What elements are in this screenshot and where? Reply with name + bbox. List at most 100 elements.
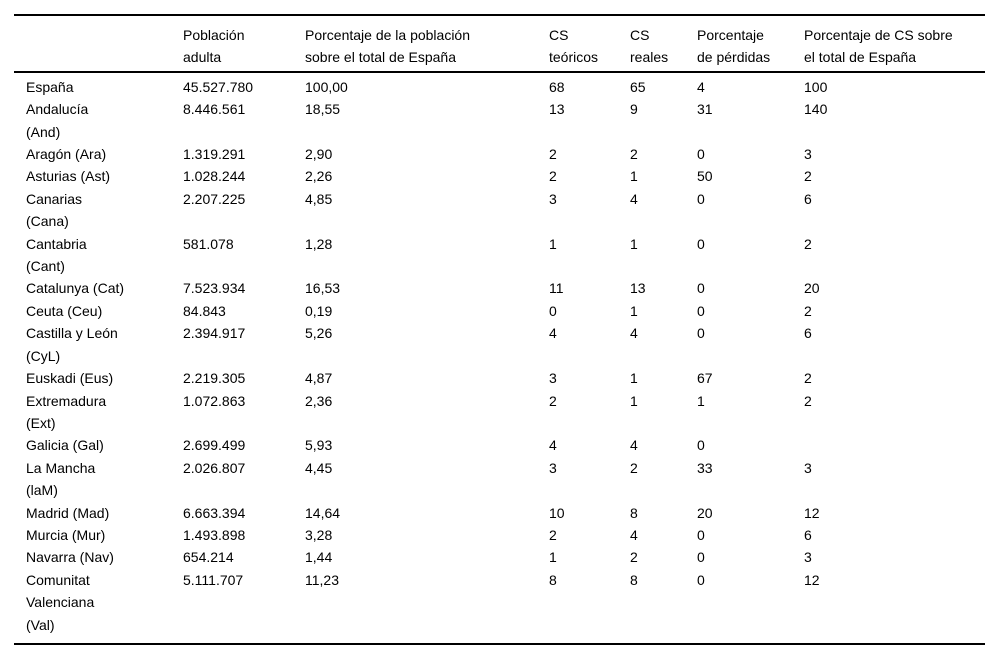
region-name-cell: Catalunya (Cat) — [26, 280, 125, 297]
region-name-cell: Asturias (Ast) — [26, 168, 111, 185]
value-cell-cs-teoricos: 68 — [549, 78, 565, 95]
value-cell-pct-cs-total: 100 — [804, 78, 828, 95]
value-cell-cs-teoricos: 11 — [549, 280, 564, 297]
region-name-cell: Cantabria (Cant) — [26, 235, 87, 275]
table-header-row: Población adulta Porcentaje de la poblaci… — [14, 15, 985, 73]
value-cell-pct-cs-total: 2 — [804, 392, 812, 409]
region-name-cell: Comunitat Valenciana (Val) — [26, 571, 95, 633]
value-cell-pct-poblacion: 1,28 — [305, 235, 333, 252]
region-name-cell: Euskadi (Eus) — [26, 370, 114, 387]
value-cell-cs-teoricos: 2 — [549, 168, 557, 185]
table-row: Andalucía (And) 8.446.561 18,55 13 9 31 140 — [14, 98, 985, 143]
value-cell-poblacion-adulta: 7.523.934 — [183, 280, 246, 297]
value-cell-pct-perdidas: 50 — [697, 168, 713, 185]
column-header-pct-cs-total: Porcentaje de CS sobre el total de Españ… — [804, 15, 985, 73]
value-cell-pct-poblacion: 2,90 — [305, 146, 333, 163]
value-cell-poblacion-adulta: 8.446.561 — [183, 101, 246, 118]
value-cell-pct-perdidas: 0 — [697, 526, 705, 543]
value-cell-pct-cs-total: 140 — [804, 101, 828, 118]
column-header-pct-poblacion: Porcentaje de la población sobre el tota… — [305, 15, 549, 73]
value-cell-poblacion-adulta: 1.319.291 — [183, 146, 246, 163]
value-cell-cs-reales: 2 — [630, 549, 638, 566]
table-row: La Mancha (laM) 2.026.807 4,45 3 2 33 3 — [14, 457, 985, 502]
value-cell-cs-reales: 4 — [630, 526, 638, 543]
column-header-region — [14, 15, 183, 73]
value-cell-cs-teoricos: 2 — [549, 392, 557, 409]
value-cell-poblacion-adulta: 45.527.780 — [183, 78, 254, 95]
region-name-cell: Galicia (Gal) — [26, 437, 104, 454]
region-name-cell: Aragón (Ara) — [26, 146, 107, 163]
table-row: Galicia (Gal) 2.699.499 5,93 4 4 0 — [14, 434, 985, 456]
value-cell-cs-reales: 13 — [630, 280, 646, 297]
value-cell-cs-teoricos: 2 — [549, 526, 557, 543]
table-row: Madrid (Mad) 6.663.394 14,64 10 8 20 12 — [14, 502, 985, 524]
value-cell-pct-perdidas: 67 — [697, 370, 713, 387]
region-name-cell: Madrid (Mad) — [26, 504, 110, 521]
column-header-cs-reales: CS reales — [630, 15, 697, 73]
value-cell-poblacion-adulta: 2.699.499 — [183, 437, 246, 454]
value-cell-cs-teoricos: 0 — [549, 302, 557, 319]
value-cell-pct-cs-total: 3 — [804, 549, 812, 566]
value-cell-pct-poblacion: 5,26 — [305, 325, 333, 342]
table-row: Cantabria (Cant) 581.078 1,28 1 1 0 2 — [14, 233, 985, 278]
value-cell-pct-poblacion: 14,64 — [305, 504, 341, 521]
region-name-cell: La Mancha (laM) — [26, 459, 96, 499]
table-row: Navarra (Nav) 654.214 1,44 1 2 0 3 — [14, 546, 985, 568]
value-cell-pct-perdidas: 0 — [697, 302, 705, 319]
column-header-poblacion-adulta: Población adulta — [183, 15, 305, 73]
value-cell-pct-perdidas: 0 — [697, 571, 705, 588]
value-cell-cs-teoricos: 13 — [549, 101, 565, 118]
region-name-cell: Castilla y León (CyL) — [26, 325, 118, 364]
value-cell-pct-poblacion: 1,44 — [305, 549, 333, 566]
value-cell-pct-perdidas: 0 — [697, 190, 705, 207]
value-cell-poblacion-adulta: 1.493.898 — [183, 526, 246, 543]
value-cell-pct-poblacion: 2,36 — [305, 392, 333, 409]
value-cell-cs-teoricos: 10 — [549, 504, 565, 521]
region-name-cell: Extremadura (Ext) — [26, 392, 107, 431]
value-cell-pct-poblacion: 18,55 — [305, 101, 341, 118]
value-cell-pct-perdidas: 0 — [697, 146, 705, 163]
value-cell-poblacion-adulta: 2.394.917 — [183, 325, 246, 342]
value-cell-poblacion-adulta: 1.072.863 — [183, 392, 246, 409]
value-cell-cs-reales: 65 — [630, 78, 646, 95]
value-cell-pct-cs-total: 20 — [804, 280, 820, 297]
table-row: Euskadi (Eus) 2.219.305 4,87 3 1 67 2 — [14, 367, 985, 389]
value-cell-pct-poblacion: 100,00 — [305, 78, 348, 95]
value-cell-poblacion-adulta: 1.028.244 — [183, 168, 246, 185]
value-cell-cs-reales: 2 — [630, 459, 638, 476]
value-cell-pct-perdidas: 1 — [697, 392, 705, 409]
value-cell-pct-poblacion: 3,28 — [305, 526, 333, 543]
value-cell-pct-cs-total: 2 — [804, 235, 812, 252]
value-cell-cs-reales: 4 — [630, 325, 638, 342]
value-cell-pct-cs-total — [804, 434, 985, 456]
table-row: Canarias (Cana) 2.207.225 4,85 3 4 0 6 — [14, 188, 985, 233]
value-cell-poblacion-adulta: 5.111.707 — [183, 571, 244, 588]
value-cell-cs-reales: 8 — [630, 571, 638, 588]
value-cell-cs-reales: 1 — [630, 392, 638, 409]
value-cell-pct-cs-total: 12 — [804, 504, 820, 521]
value-cell-cs-reales: 1 — [630, 302, 638, 319]
value-cell-pct-perdidas: 4 — [697, 78, 705, 95]
value-cell-cs-teoricos: 4 — [549, 437, 557, 454]
value-cell-pct-perdidas: 0 — [697, 325, 705, 342]
table-row: Murcia (Mur) 1.493.898 3,28 2 4 0 6 — [14, 524, 985, 546]
region-name-cell: España — [26, 78, 74, 95]
value-cell-cs-teoricos: 3 — [549, 370, 557, 387]
value-cell-cs-reales: 1 — [630, 235, 638, 252]
value-cell-pct-poblacion: 11,23 — [305, 571, 339, 588]
value-cell-pct-poblacion: 5,93 — [305, 437, 333, 454]
value-cell-pct-poblacion: 4,45 — [305, 459, 333, 476]
value-cell-pct-perdidas: 0 — [697, 437, 705, 454]
regions-cs-table: Población adulta Porcentaje de la poblaci… — [14, 14, 985, 645]
value-cell-cs-reales: 2 — [630, 146, 638, 163]
value-cell-cs-reales: 9 — [630, 101, 638, 118]
value-cell-cs-teoricos: 4 — [549, 325, 557, 342]
table-row: Ceuta (Ceu) 84.843 0,19 0 1 0 2 — [14, 300, 985, 322]
value-cell-poblacion-adulta: 654.214 — [183, 549, 234, 566]
table-header: Población adulta Porcentaje de la poblaci… — [14, 15, 985, 73]
value-cell-poblacion-adulta: 2.026.807 — [183, 459, 246, 476]
value-cell-pct-perdidas: 33 — [697, 459, 713, 476]
region-name-cell: Andalucía (And) — [26, 101, 89, 140]
value-cell-cs-reales: 4 — [630, 437, 638, 454]
